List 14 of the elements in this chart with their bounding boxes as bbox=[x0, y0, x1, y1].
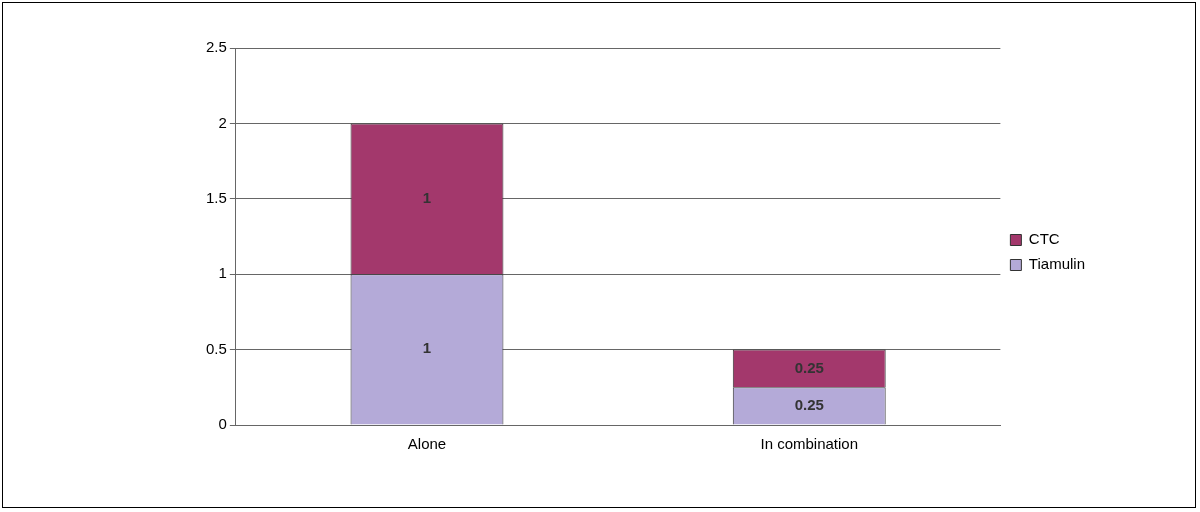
legend-label: Tiamulin bbox=[1028, 255, 1086, 273]
legend-label: CTC bbox=[1028, 230, 1060, 248]
data-label: 1 bbox=[422, 339, 432, 357]
y-tick-label: 0.5 bbox=[205, 339, 227, 357]
x-tick-label: In combination bbox=[760, 435, 859, 453]
y-tick-label: 2 bbox=[218, 113, 227, 131]
y-tick-label: 1.5 bbox=[205, 188, 227, 206]
x-tick-label: Alone bbox=[407, 435, 447, 453]
data-label: 1 bbox=[422, 188, 432, 206]
y-tick-label: 1 bbox=[218, 264, 227, 282]
y-tick-label: 2.5 bbox=[205, 38, 227, 56]
data-label: 0.25 bbox=[794, 396, 824, 414]
data-label: 0.25 bbox=[794, 358, 824, 376]
y-tick-label: 0 bbox=[218, 415, 227, 433]
